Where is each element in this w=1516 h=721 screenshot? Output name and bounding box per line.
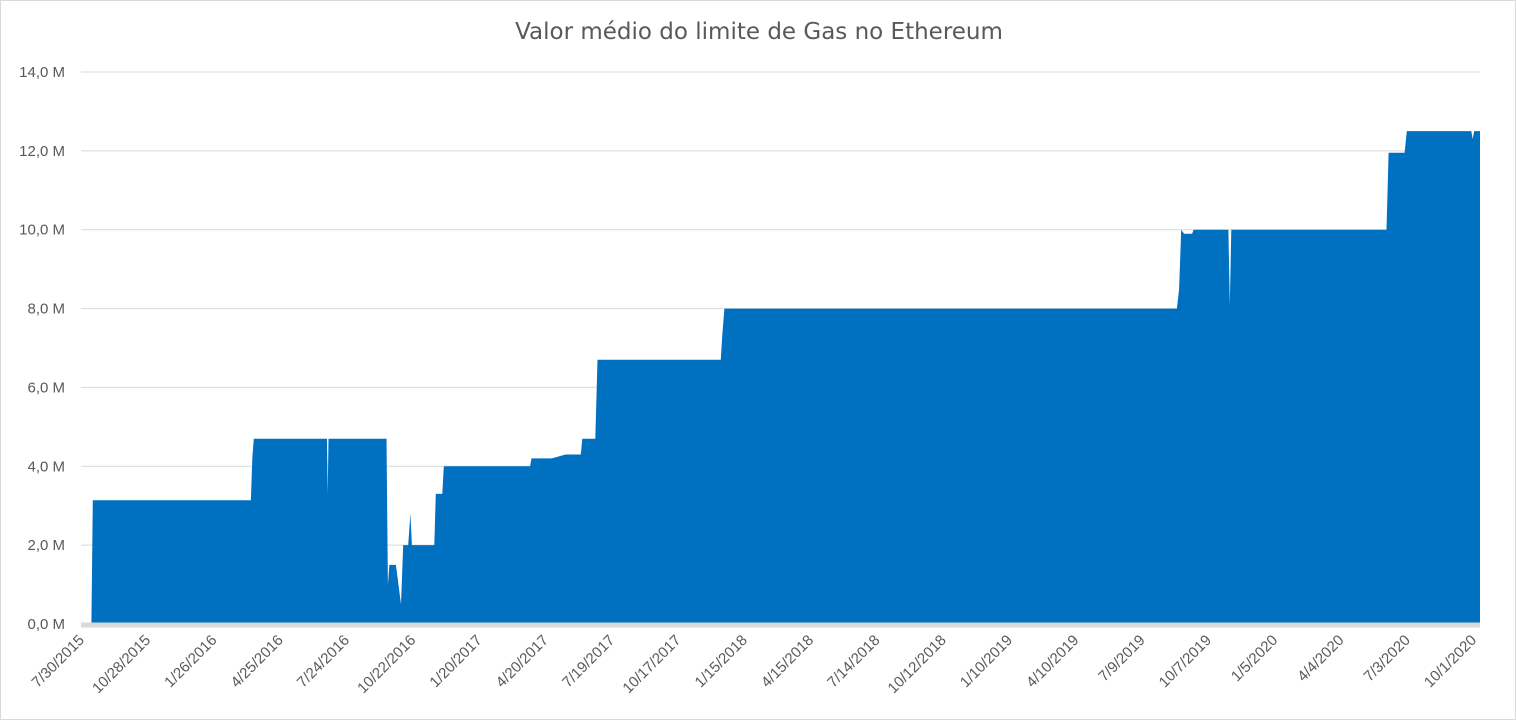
- y-tick-label: 4,0 M: [27, 458, 65, 475]
- x-tick-label: 10/1/2020: [1421, 632, 1480, 691]
- y-tick-label: 14,0 M: [19, 64, 65, 81]
- x-tick-label: 7/14/2018: [824, 632, 883, 691]
- x-axis: 7/30/2015 10/28/2015 1/26/2016 4/25/2016 7/2…: [29, 632, 1481, 697]
- y-tick-label: 12,0 M: [19, 143, 65, 160]
- x-tick-label: 7/9/2019: [1095, 632, 1148, 685]
- x-tick-label: 4/15/2018: [758, 632, 817, 691]
- series-area: [87, 131, 1480, 624]
- x-tick-label: 10/17/2017: [619, 632, 684, 697]
- x-tick-label: 7/24/2016: [294, 632, 353, 691]
- x-tick-label: 4/4/2020: [1294, 632, 1347, 685]
- x-tick-label: 4/25/2016: [228, 632, 287, 691]
- x-tick-label: 10/22/2016: [354, 632, 419, 697]
- x-tick-label: 7/19/2017: [559, 632, 618, 691]
- x-tick-label: 1/15/2018: [692, 632, 751, 691]
- x-tick-label: 10/28/2015: [89, 632, 154, 697]
- plot-area: [81, 131, 1480, 628]
- y-axis: 0,0 M 2,0 M 4,0 M 6,0 M 8,0 M 10,0 M 12,0 M 14,…: [19, 64, 65, 633]
- x-tick-label: 1/20/2017: [426, 632, 485, 691]
- x-tick-label: 7/3/2020: [1361, 632, 1414, 685]
- x-tick-label: 10/7/2019: [1156, 632, 1215, 691]
- y-tick-label: 2,0 M: [27, 537, 65, 554]
- y-tick-label: 6,0 M: [27, 379, 65, 396]
- x-tick-label: 1/26/2016: [161, 632, 220, 691]
- x-tick-label: 1/10/2019: [957, 632, 1016, 691]
- chart-title: Valor médio do limite de Gas no Ethereum: [515, 19, 1003, 45]
- y-tick-label: 0,0 M: [27, 616, 65, 633]
- x-tick-label: 10/12/2018: [885, 632, 950, 697]
- x-tick-label: 4/20/2017: [493, 632, 552, 691]
- y-tick-label: 8,0 M: [27, 301, 65, 318]
- x-tick-label: 1/5/2020: [1228, 632, 1281, 685]
- y-tick-label: 10,0 M: [19, 222, 65, 239]
- x-tick-label: 4/10/2019: [1023, 632, 1082, 691]
- x-tick-label: 7/30/2015: [29, 632, 88, 691]
